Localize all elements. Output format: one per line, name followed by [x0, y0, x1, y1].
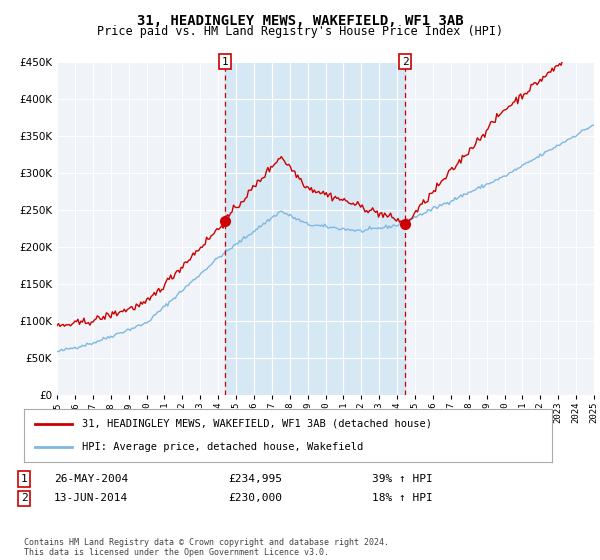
Text: 39% ↑ HPI: 39% ↑ HPI [372, 474, 433, 484]
Text: 2: 2 [402, 57, 409, 67]
Text: 26-MAY-2004: 26-MAY-2004 [54, 474, 128, 484]
Text: 18% ↑ HPI: 18% ↑ HPI [372, 493, 433, 503]
Text: HPI: Average price, detached house, Wakefield: HPI: Average price, detached house, Wake… [82, 442, 364, 452]
Text: £234,995: £234,995 [228, 474, 282, 484]
Bar [225, 62, 405, 395]
Text: 13-JUN-2014: 13-JUN-2014 [54, 493, 128, 503]
Text: £230,000: £230,000 [228, 493, 282, 503]
Text: 2: 2 [20, 493, 28, 503]
Text: 1: 1 [20, 474, 28, 484]
Text: 31, HEADINGLEY MEWS, WAKEFIELD, WF1 3AB: 31, HEADINGLEY MEWS, WAKEFIELD, WF1 3AB [137, 14, 463, 28]
Text: 1: 1 [221, 57, 228, 67]
Text: 31, HEADINGLEY MEWS, WAKEFIELD, WF1 3AB (detached house): 31, HEADINGLEY MEWS, WAKEFIELD, WF1 3AB … [82, 419, 432, 429]
Text: Price paid vs. HM Land Registry's House Price Index (HPI): Price paid vs. HM Land Registry's House … [97, 25, 503, 38]
Text: Contains HM Land Registry data © Crown copyright and database right 2024.
This d: Contains HM Land Registry data © Crown c… [24, 538, 389, 557]
